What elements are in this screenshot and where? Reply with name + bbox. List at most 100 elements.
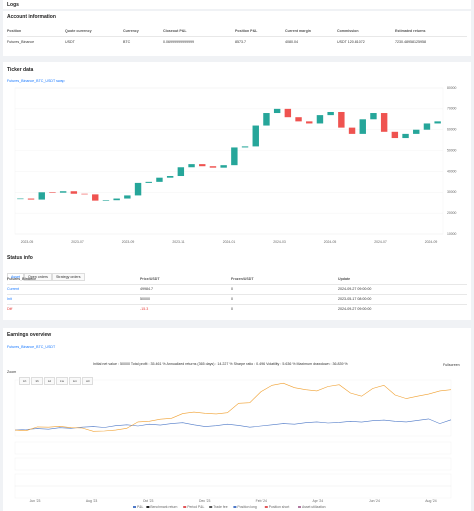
ticker-card: Ticker data Futures_Binance_BTC_USDT swa…: [3, 62, 471, 252]
candle: [434, 121, 441, 124]
candle: [273, 108, 281, 114]
legend-item[interactable]: Asset utilization: [302, 505, 326, 509]
sub-panel: [14, 457, 452, 471]
legend-item[interactable]: P&L: [137, 505, 144, 509]
cell: 2024-09-27 09:00:00: [338, 307, 372, 311]
candle: [113, 198, 120, 201]
fullscreen[interactable]: Fullscreen: [443, 363, 460, 367]
candle: [306, 121, 313, 124]
candle: [92, 194, 99, 201]
candle: [70, 191, 78, 194]
tab[interactable]: Strategy orders: [51, 273, 85, 281]
candle: [81, 193, 88, 195]
cell: -15.3: [140, 307, 149, 311]
candle: [188, 164, 195, 168]
zoom-button[interactable]: 3h: [31, 377, 43, 385]
legend-item[interactable]: Period P&L: [187, 505, 204, 509]
cell: USDT: [65, 40, 75, 44]
x-tick-label: Aug '23: [86, 499, 98, 503]
candle: [102, 200, 110, 201]
column-header: Position: [7, 29, 22, 33]
zoom-button[interactable]: 1w: [56, 377, 68, 385]
candle: [220, 165, 227, 168]
row-line: [7, 36, 467, 37]
x-tick-label: Apr '24: [313, 499, 324, 503]
x-tick-label: Jun '24: [369, 499, 380, 503]
y-tick-label: 20000: [447, 211, 457, 215]
zoom-button[interactable]: 1h: [19, 377, 31, 385]
status-title: Status info: [7, 255, 33, 261]
account-title: Account information: [7, 14, 56, 20]
earnings-subtitle[interactable]: Futures_Binance_BTC_USDT: [7, 345, 56, 349]
cell: Init: [7, 297, 12, 301]
legend-item[interactable]: Benchmark return: [150, 505, 177, 509]
legend-item[interactable]: Position long: [237, 505, 257, 509]
zoom-button[interactable]: 1d: [43, 377, 56, 385]
plot-area: [14, 87, 444, 235]
legend-swatch: [146, 506, 150, 508]
candle: [380, 113, 388, 132]
candle: [241, 146, 249, 148]
x-tick-label: Aug '24: [425, 499, 437, 503]
cell: 4080.04: [285, 40, 298, 44]
tab[interactable]: Asset: [7, 273, 24, 281]
x-tick-label: 2024-05: [324, 240, 337, 244]
x-tick-label: 2024-01: [223, 240, 236, 244]
x-tick-label: Jun '23: [30, 499, 41, 503]
plot-area: [14, 379, 452, 437]
candle: [316, 115, 324, 124]
candle: [124, 195, 131, 199]
x-tick-label: 2023-11: [172, 240, 184, 244]
legend-swatch: [209, 506, 213, 508]
candle: [338, 111, 345, 128]
column-header: Commission: [337, 29, 359, 33]
y-tick-label: 80000: [447, 86, 457, 90]
zoom-label: Zoom: [7, 370, 17, 374]
candle: [209, 166, 217, 168]
cell: 0: [231, 297, 233, 301]
earnings-title: Earnings overview: [7, 332, 52, 338]
legend-item[interactable]: Position short: [269, 505, 290, 509]
cell: 2024-09-27 09:00:00: [338, 287, 372, 291]
cell: 0: [231, 307, 233, 311]
logs-bar: Logs: [3, 0, 471, 9]
sub-panel: [14, 441, 452, 455]
cell: 50000: [140, 297, 150, 301]
ticker-subtitle[interactable]: Futures_Binance_BTC_USDT swap: [7, 79, 65, 83]
column-header: Closeout P&L: [163, 29, 187, 33]
column-header: Price/USDT: [140, 277, 160, 281]
candle: [263, 113, 270, 126]
candle: [134, 182, 142, 196]
column-header: Estimated returns: [395, 29, 426, 33]
sub-panel: [14, 473, 452, 487]
candle: [370, 113, 377, 120]
row-line: [7, 294, 467, 295]
candle: [156, 177, 163, 182]
x-tick-label: 2023-07: [71, 240, 84, 244]
sub-panel: [14, 485, 452, 499]
x-tick-label: Feb '24: [256, 499, 267, 503]
column-header: Position P&L: [235, 29, 258, 33]
cell: 2023-05-17 08:00:00: [338, 297, 372, 301]
candle: [49, 192, 56, 193]
legend-swatch: [133, 506, 136, 508]
candle: [327, 111, 334, 116]
legend-swatch: [298, 506, 301, 508]
candle: [348, 127, 356, 134]
candle: [38, 192, 45, 200]
column-header: Current margin: [285, 29, 311, 33]
zoom-button[interactable]: All: [82, 377, 94, 385]
legend-item[interactable]: Trade fee: [213, 505, 228, 509]
tab[interactable]: Open orders: [24, 273, 52, 281]
candle: [284, 108, 292, 118]
cell: 0.06999999999999: [163, 40, 194, 44]
earnings-chart: Jun '23 Aug '23 Oct '23 Dec '23 Feb '24 Apr '…: [14, 379, 452, 509]
x-tick-label: Dec '23: [199, 499, 211, 503]
series-line: [14, 418, 452, 431]
candle: [231, 147, 238, 166]
y-tick-label: 50000: [447, 148, 457, 152]
zoom-button[interactable]: 1m: [68, 377, 82, 385]
y-tick-label: 60000: [447, 128, 457, 132]
row-line: [7, 304, 467, 305]
account-card: Account information Position Quote curren…: [3, 11, 471, 56]
